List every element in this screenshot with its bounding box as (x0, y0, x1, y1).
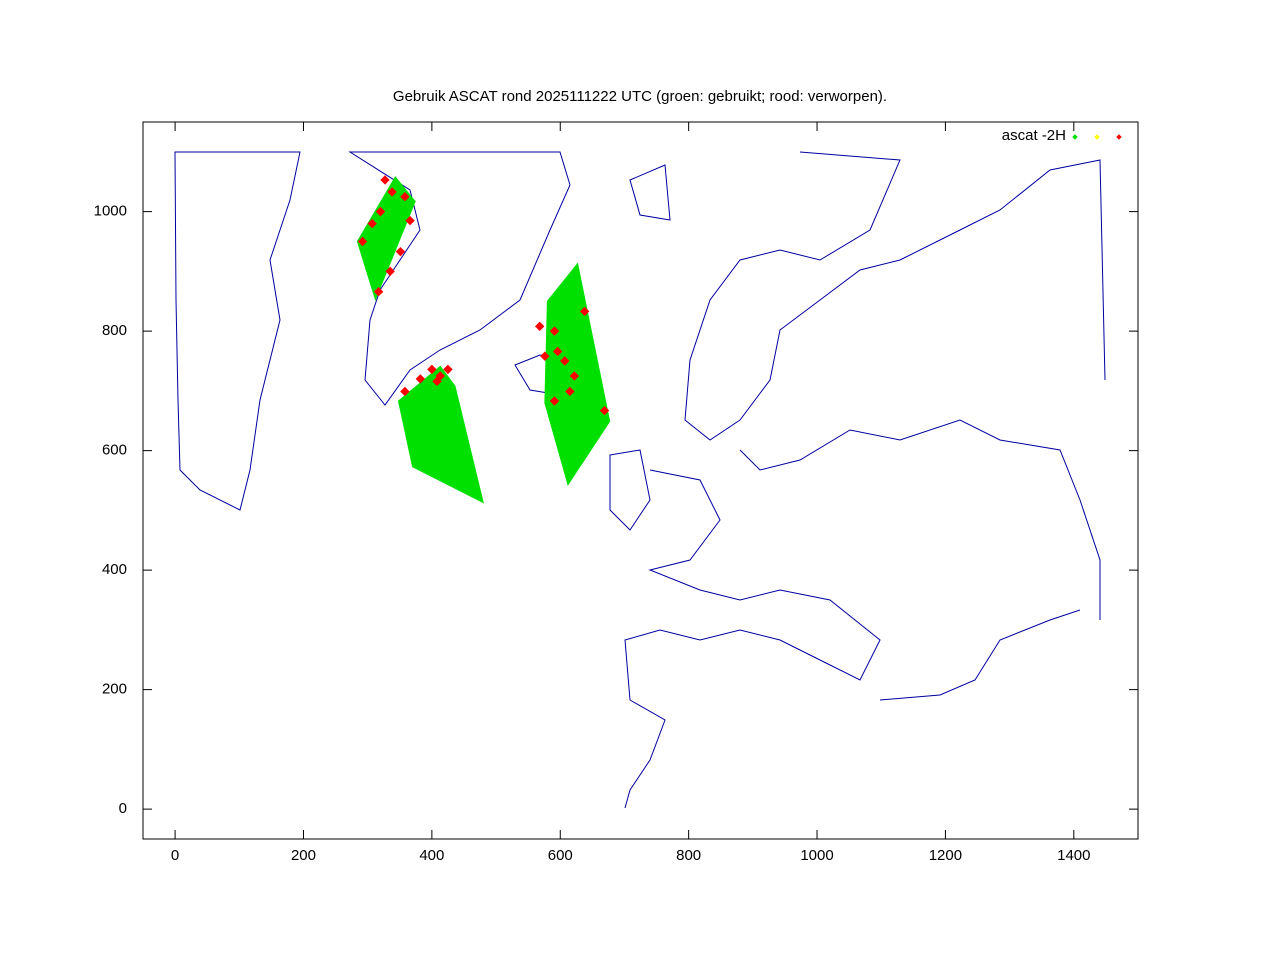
point (373, 286, 384, 297)
point (560, 356, 570, 366)
point (357, 236, 368, 247)
point (405, 215, 415, 226)
point (565, 386, 575, 397)
legend-label: ascat -2H (1002, 127, 1066, 144)
x-tick-label: 1000 (800, 847, 833, 864)
point (535, 321, 545, 332)
point (367, 218, 377, 229)
y-tick-label: 800 (102, 322, 127, 339)
point (443, 364, 453, 375)
point (380, 175, 390, 185)
point (395, 246, 406, 257)
point (432, 376, 442, 387)
y-tick-label: 600 (102, 442, 127, 459)
y-tick-label: 0 (119, 800, 127, 817)
point (549, 326, 560, 336)
x-tick-label: 800 (676, 847, 701, 864)
y-tick-label: 1000 (94, 203, 127, 220)
legend-marker (1072, 134, 1078, 140)
chart-title: Gebruik ASCAT rond 2025111222 UTC (groen… (393, 88, 887, 105)
x-tick-label: 200 (291, 847, 316, 864)
point (385, 266, 395, 277)
point (400, 386, 410, 397)
point (375, 206, 386, 217)
legend-marker (1094, 134, 1100, 140)
y-tick-label: 400 (102, 561, 127, 578)
legend: ascat -2H (1002, 127, 1122, 144)
point (569, 371, 580, 381)
point (427, 364, 437, 375)
legend-marker (1116, 134, 1122, 140)
coastlines (174, 151, 1106, 809)
x-tick-label: 600 (548, 847, 573, 864)
point (599, 405, 610, 416)
x-tick-label: 0 (171, 847, 179, 864)
point (387, 187, 397, 197)
point (540, 351, 550, 361)
x-tick-label: 400 (419, 847, 444, 864)
y-tick-label: 200 (102, 681, 127, 698)
plot-frame (142, 121, 1139, 840)
point (415, 374, 426, 384)
point (579, 306, 590, 317)
x-tick-label: 1200 (929, 847, 962, 864)
point (400, 191, 410, 202)
point (549, 396, 560, 406)
x-tick-label: 1400 (1057, 847, 1090, 864)
point (552, 346, 563, 357)
